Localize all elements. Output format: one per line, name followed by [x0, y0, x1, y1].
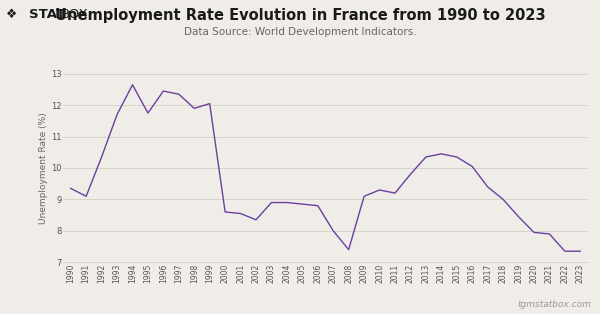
Text: BOX: BOX	[61, 8, 89, 21]
Text: tgmstatbox.com: tgmstatbox.com	[517, 300, 591, 309]
Text: Data Source: World Development Indicators.: Data Source: World Development Indicator…	[184, 27, 416, 37]
Y-axis label: Unemployment Rate (%): Unemployment Rate (%)	[39, 112, 48, 224]
Text: STAT: STAT	[29, 8, 65, 21]
Text: Unemployment Rate Evolution in France from 1990 to 2023: Unemployment Rate Evolution in France fr…	[55, 8, 545, 23]
Text: ❖: ❖	[6, 8, 17, 21]
